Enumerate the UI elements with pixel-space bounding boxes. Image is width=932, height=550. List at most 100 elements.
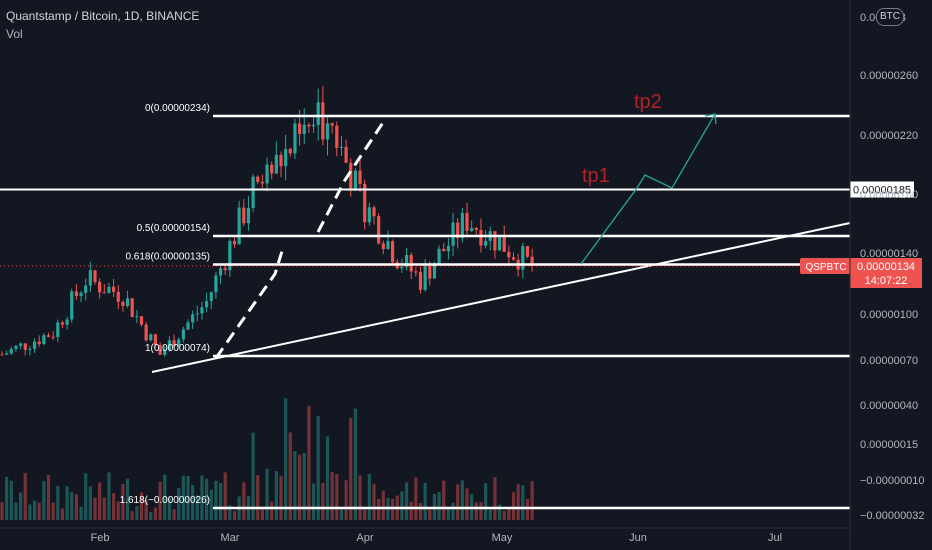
volume-bar bbox=[149, 511, 153, 520]
horizontal-line-tag bbox=[850, 181, 914, 198]
candle-body bbox=[391, 241, 395, 263]
volume-bar bbox=[265, 468, 269, 520]
candle-body bbox=[409, 255, 413, 272]
candle-body bbox=[209, 292, 213, 301]
time-tick-label: Feb bbox=[91, 532, 110, 544]
candle-body bbox=[186, 322, 190, 330]
candle-body bbox=[507, 251, 511, 258]
candle-body bbox=[479, 229, 483, 246]
volume-bar bbox=[465, 488, 469, 520]
chart-title: Quantstamp / Bitcoin, 1D, BINANCE bbox=[6, 9, 200, 23]
candle-body bbox=[195, 313, 199, 315]
candle-body bbox=[181, 329, 185, 340]
candle-body bbox=[158, 344, 162, 355]
candle-body bbox=[274, 154, 278, 174]
candle-body bbox=[163, 350, 167, 355]
volume-bar bbox=[511, 492, 516, 520]
volume-bar bbox=[42, 481, 46, 520]
candle-body bbox=[446, 245, 450, 252]
volume-bar bbox=[93, 497, 97, 520]
candle-body bbox=[144, 324, 148, 341]
volume-bar bbox=[121, 484, 125, 520]
candle-body bbox=[98, 281, 102, 293]
candle-body bbox=[51, 336, 55, 338]
candle-body bbox=[5, 353, 9, 355]
candle-body bbox=[200, 307, 204, 314]
candle-body bbox=[279, 154, 283, 167]
volume-bar bbox=[191, 484, 195, 520]
volume-bar bbox=[139, 492, 144, 520]
volume-bar bbox=[32, 500, 37, 520]
candle-body bbox=[465, 213, 469, 231]
price-tick-label: 0.00000040 bbox=[860, 400, 918, 412]
symbol-tag bbox=[800, 258, 852, 274]
volume-bar bbox=[274, 470, 278, 520]
volume-bar bbox=[484, 483, 488, 520]
projection-arrowhead bbox=[704, 113, 717, 125]
volume-bar bbox=[442, 480, 446, 520]
volume-bar bbox=[84, 473, 88, 520]
candle-body bbox=[125, 298, 130, 306]
volume-bar bbox=[144, 500, 148, 520]
candle-body bbox=[167, 340, 171, 351]
candle-body bbox=[121, 301, 125, 306]
projection-path bbox=[580, 113, 716, 265]
candle-body bbox=[530, 256, 534, 266]
candle-body bbox=[521, 246, 525, 270]
price-tick-label: 0.00000180 bbox=[860, 189, 918, 201]
volume-bar bbox=[112, 493, 116, 520]
candle-body bbox=[316, 102, 320, 125]
tp1-label: tp1 bbox=[582, 165, 610, 187]
volume-bar bbox=[279, 476, 283, 520]
volume-bar bbox=[214, 480, 218, 520]
volume-bar bbox=[205, 478, 209, 520]
volume-bar bbox=[428, 509, 432, 520]
currency-button[interactable]: BTC bbox=[876, 8, 904, 26]
volume-bar bbox=[270, 501, 274, 520]
candle-body bbox=[349, 162, 353, 191]
candle-body bbox=[307, 124, 311, 127]
candle-body bbox=[400, 266, 404, 269]
volume-bar bbox=[74, 494, 78, 520]
fib-level-label: 0.5(0.00000154) bbox=[137, 223, 210, 234]
volume-bar bbox=[423, 482, 427, 520]
volume-bar bbox=[23, 473, 27, 520]
volume-bar bbox=[479, 502, 483, 520]
candle-body bbox=[242, 207, 246, 224]
volume-bar bbox=[372, 483, 376, 520]
volume-bar bbox=[414, 477, 418, 520]
volume-bar bbox=[502, 511, 506, 520]
horizontal-line-price: 0.00000185 bbox=[853, 185, 911, 197]
volume-bar bbox=[65, 486, 69, 520]
candle-body bbox=[218, 268, 223, 276]
volume-bar bbox=[125, 478, 130, 520]
volume-bar bbox=[60, 508, 65, 520]
volume-bar bbox=[284, 398, 288, 520]
candle-body bbox=[358, 170, 362, 184]
candle-body bbox=[330, 123, 334, 126]
volume-bar bbox=[223, 472, 227, 520]
volume-bar bbox=[88, 486, 92, 520]
volume-bar bbox=[9, 480, 13, 520]
candle-body bbox=[260, 181, 264, 184]
candle-body bbox=[37, 341, 41, 345]
candle-body bbox=[149, 334, 153, 341]
volume-bar bbox=[158, 481, 162, 520]
candle-body bbox=[93, 270, 97, 282]
volume-bar bbox=[311, 483, 316, 520]
price-tick-label: 0.00000140 bbox=[860, 248, 918, 260]
volume-bar bbox=[530, 481, 534, 520]
price-tick-label: 0.00000100 bbox=[860, 309, 918, 321]
candle-body bbox=[191, 314, 195, 323]
candle-body bbox=[60, 322, 65, 325]
candle-body bbox=[232, 240, 237, 245]
volume-bar bbox=[28, 504, 32, 520]
volume-bar bbox=[474, 502, 478, 520]
candle-body bbox=[428, 265, 432, 279]
volume-bar bbox=[391, 498, 395, 520]
price-tick-label: 0.00000220 bbox=[860, 130, 918, 142]
fib-level-label: 1(0.00000074) bbox=[145, 343, 210, 354]
candle-body bbox=[284, 148, 288, 167]
candle-body bbox=[214, 275, 218, 293]
